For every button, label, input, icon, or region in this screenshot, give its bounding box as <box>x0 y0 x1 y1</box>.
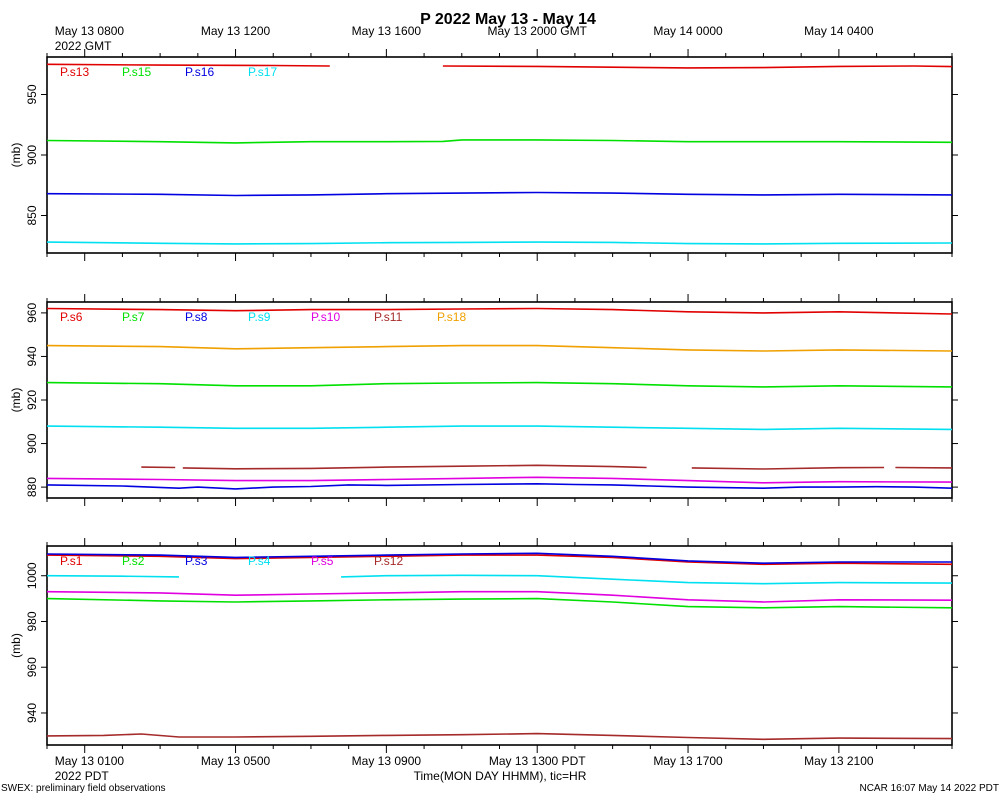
time-tick-label: May 13 0100 <box>55 754 125 768</box>
legend-entry: P.s3 <box>185 554 208 568</box>
time-tick-label: May 13 0900 <box>352 754 422 768</box>
series-line-P-s2 <box>46 597 953 609</box>
series-line-P-s8 <box>46 482 953 490</box>
series-line-P-s1 <box>46 554 953 566</box>
series-line-P-s13 <box>46 63 330 67</box>
time-tick-label: May 13 2000 GMT <box>488 24 588 38</box>
y-tick-label: 940 <box>25 703 39 723</box>
panel-2: 880 900 920 940 960 (mb) P.s6 P.s7 P.s8 P.s9 P.s10… <box>9 294 958 506</box>
panel-1: 850 900 950 (mb) P.s13 P.s15 P.s16 P.s17 <box>9 49 958 261</box>
legend-entry: P.s2 <box>122 554 145 568</box>
y-tick-label: 1000 <box>25 562 39 589</box>
series-line-P-s4 <box>341 574 953 585</box>
legend-entry: P.s12 <box>374 554 403 568</box>
time-tick-label: May 14 0000 <box>653 24 723 38</box>
y-tick-label: 850 <box>25 205 39 225</box>
series-line-P-s12 <box>46 732 953 741</box>
series-line-P-s15 <box>46 139 953 144</box>
legend-entry: P.s8 <box>185 310 208 324</box>
legend-entry: P.s17 <box>248 65 277 79</box>
series-line-P-s10 <box>46 476 953 484</box>
legend-entry: P.s13 <box>60 65 89 79</box>
y-tick-label: 920 <box>25 390 39 410</box>
series-line-P-s6 <box>46 307 953 315</box>
y-tick-label: 880 <box>25 477 39 497</box>
time-tick-label: 2022 GMT <box>55 39 112 53</box>
series-line-P-s5 <box>46 590 953 603</box>
y-tick-label: 900 <box>25 145 39 165</box>
y-axis-label: (mb) <box>9 388 23 413</box>
chart-panels: 850 900 950 (mb) P.s13 P.s15 P.s16 P.s17 880 900 9… <box>9 49 958 753</box>
legend-entry: P.s1 <box>60 554 83 568</box>
legend-entry: P.s11 <box>374 310 403 324</box>
series-line-P-s18 <box>46 344 953 352</box>
series-line-P-s9 <box>46 425 953 431</box>
legend-entry: P.s7 <box>122 310 145 324</box>
footer-timestamp: NCAR 16:07 May 14 2022 PDT <box>859 783 999 794</box>
series-line-P-s3 <box>46 552 952 565</box>
legend-entry: P.s9 <box>248 310 271 324</box>
series-line-P-s16 <box>46 191 953 197</box>
y-tick-label: 960 <box>25 303 39 323</box>
panel-3: 940 960 980 1000 (mb) P.s1 P.s2 P.s3 P.s4 P.s5 P.s… <box>9 538 958 753</box>
time-tick-label: May 13 0500 <box>201 754 271 768</box>
legend-entry: P.s16 <box>185 65 214 79</box>
legend-entry: P.s10 <box>311 310 340 324</box>
legend-entry: P.s15 <box>122 65 151 79</box>
y-tick-label: 950 <box>25 84 39 104</box>
legend-entry: P.s5 <box>311 554 334 568</box>
chart-title: P 2022 May 13 - May 14 <box>420 11 596 28</box>
time-tick-label: May 13 1300 PDT <box>489 754 586 768</box>
x-axis-label: Time(MON DAY HHMM), tic=HR <box>414 769 587 783</box>
y-tick-label: 960 <box>25 657 39 677</box>
series-line-P-s11 <box>691 466 885 470</box>
legend-entry: P.s6 <box>60 310 83 324</box>
y-tick-label: 980 <box>25 611 39 631</box>
time-tick-label: May 13 0800 <box>55 24 125 38</box>
series-line-P-s11 <box>182 464 647 470</box>
time-tick-label: 2022 PDT <box>55 769 110 783</box>
time-tick-label: May 13 1200 <box>201 24 271 38</box>
y-axis-label: (mb) <box>9 633 23 658</box>
y-tick-label: 900 <box>25 433 39 453</box>
y-axis-label: (mb) <box>9 143 23 168</box>
series-line-P-s13 <box>442 65 953 69</box>
legend-entry: P.s4 <box>248 554 271 568</box>
series-line-P-s17 <box>46 241 953 245</box>
time-tick-label: May 13 1600 <box>352 24 422 38</box>
time-tick-label: May 14 0400 <box>804 24 874 38</box>
footer-note: SWEX: preliminary field observations <box>1 783 166 794</box>
time-tick-label: May 13 2100 <box>804 754 874 768</box>
series-line-P-s7 <box>46 381 953 388</box>
y-tick-label: 940 <box>25 346 39 366</box>
series-line-P-s4 <box>46 574 180 578</box>
legend-entry: P.s18 <box>437 310 466 324</box>
time-tick-label: May 13 1700 <box>653 754 723 768</box>
panel-frame <box>46 56 953 254</box>
